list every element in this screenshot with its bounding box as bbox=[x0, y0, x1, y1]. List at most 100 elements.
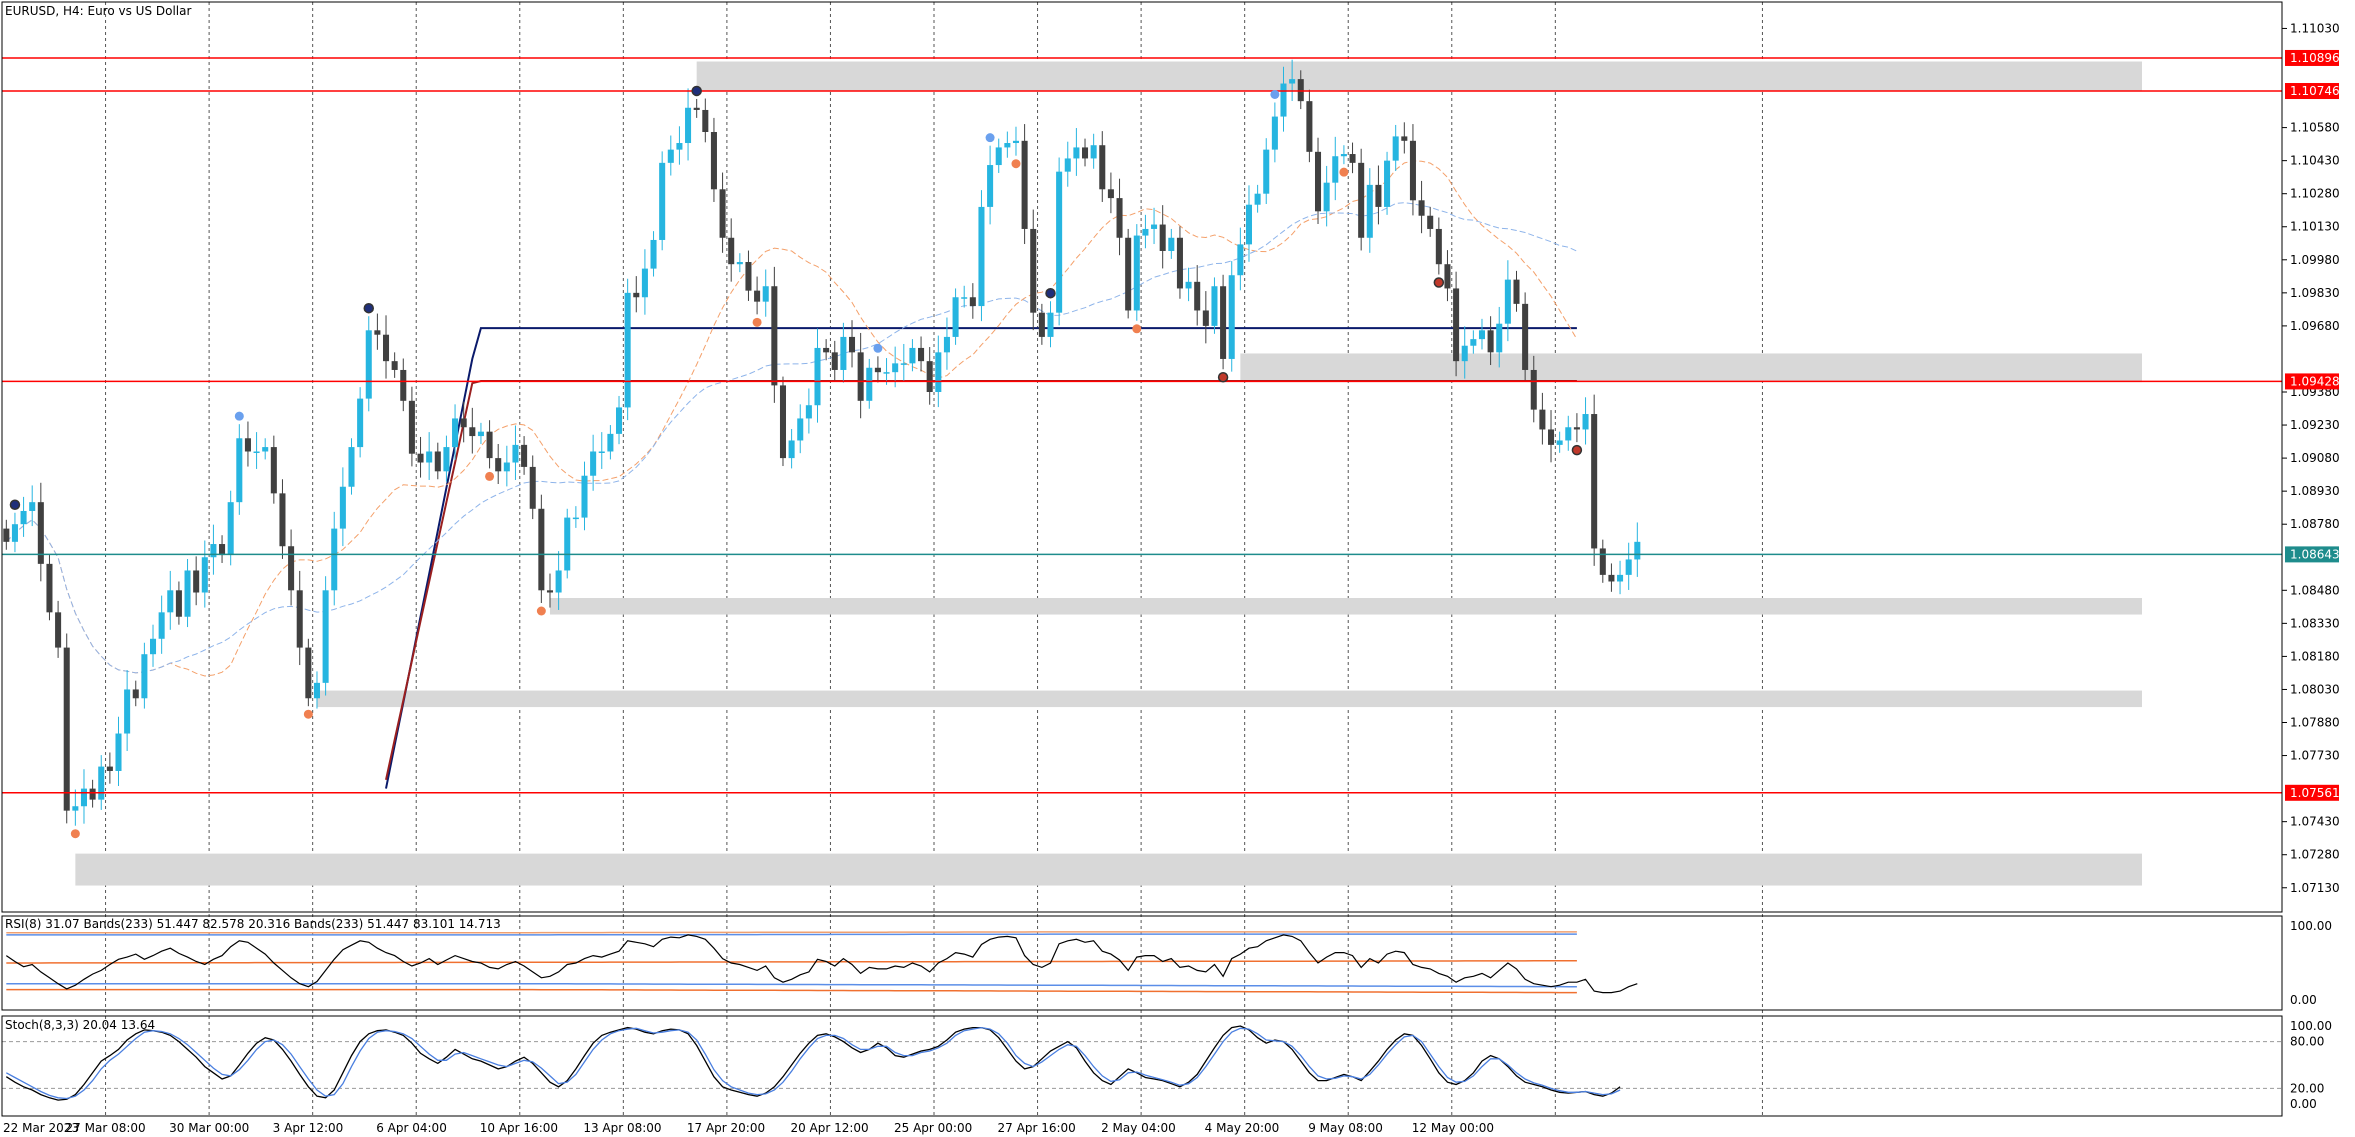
candle-body[interactable] bbox=[676, 143, 683, 150]
candle-body[interactable] bbox=[391, 361, 398, 370]
candle-body[interactable] bbox=[1314, 151, 1322, 212]
candle-body[interactable] bbox=[710, 132, 717, 190]
candle-body[interactable] bbox=[1211, 286, 1218, 326]
candle-body[interactable] bbox=[279, 493, 286, 547]
candle-body[interactable] bbox=[538, 508, 545, 591]
candle-body[interactable] bbox=[72, 806, 79, 811]
candle-body[interactable] bbox=[1004, 143, 1011, 148]
candle-body[interactable] bbox=[702, 109, 709, 132]
candle-body[interactable] bbox=[253, 451, 260, 453]
candle-body[interactable] bbox=[434, 451, 441, 472]
candle-body[interactable] bbox=[1030, 228, 1037, 313]
candle-body[interactable] bbox=[1099, 145, 1106, 190]
candle-body[interactable] bbox=[788, 440, 795, 459]
candle-body[interactable] bbox=[1573, 427, 1580, 430]
candle-body[interactable] bbox=[89, 788, 96, 800]
candle-body[interactable] bbox=[460, 418, 467, 428]
candle-body[interactable] bbox=[1228, 275, 1235, 359]
candle-body[interactable] bbox=[132, 689, 139, 699]
candle-body[interactable] bbox=[598, 451, 605, 453]
candle-body[interactable] bbox=[1444, 264, 1451, 289]
candle-body[interactable] bbox=[227, 502, 234, 556]
candle-body[interactable] bbox=[607, 433, 614, 452]
candle-body[interactable] bbox=[331, 528, 338, 591]
candle-body[interactable] bbox=[357, 398, 364, 448]
candle-body[interactable] bbox=[80, 788, 88, 807]
candle-body[interactable] bbox=[288, 546, 295, 591]
candle-body[interactable] bbox=[37, 502, 44, 564]
candle-body[interactable] bbox=[1280, 83, 1287, 117]
candle-body[interactable] bbox=[512, 444, 519, 463]
candle-body[interactable] bbox=[814, 347, 821, 406]
candle-body[interactable] bbox=[443, 447, 450, 472]
candle-body[interactable] bbox=[193, 570, 200, 593]
candle-body[interactable] bbox=[184, 570, 191, 617]
candle-body[interactable] bbox=[115, 733, 122, 771]
candle-body[interactable] bbox=[149, 638, 157, 655]
candle-body[interactable] bbox=[236, 438, 243, 503]
candle-body[interactable] bbox=[1176, 237, 1183, 289]
candle-body[interactable] bbox=[1556, 440, 1563, 445]
candle-body[interactable] bbox=[503, 462, 510, 472]
candle-body[interactable] bbox=[564, 517, 571, 571]
candle-body[interactable] bbox=[900, 363, 907, 365]
candle-body[interactable] bbox=[417, 453, 424, 463]
candle-body[interactable] bbox=[918, 347, 925, 362]
candle-body[interactable] bbox=[1271, 116, 1278, 150]
candle-body[interactable] bbox=[46, 563, 53, 613]
candle-body[interactable] bbox=[926, 361, 933, 392]
candle-body[interactable] bbox=[1349, 154, 1356, 163]
candle-body[interactable] bbox=[1151, 224, 1158, 229]
candle-body[interactable] bbox=[1116, 198, 1123, 238]
candle-body[interactable] bbox=[1504, 279, 1511, 324]
candle-body[interactable] bbox=[987, 165, 994, 207]
candle-body[interactable] bbox=[1435, 228, 1442, 265]
candle-body[interactable] bbox=[1012, 140, 1020, 144]
candle-body[interactable] bbox=[400, 369, 407, 401]
candle-body[interactable] bbox=[1168, 237, 1175, 251]
candle-body[interactable] bbox=[1107, 189, 1114, 199]
candle-body[interactable] bbox=[219, 544, 226, 556]
candle-body[interactable] bbox=[29, 502, 36, 511]
candle-body[interactable] bbox=[1634, 541, 1641, 560]
candle-body[interactable] bbox=[762, 286, 769, 302]
candlesticks[interactable] bbox=[3, 59, 1641, 826]
candle-body[interactable] bbox=[1625, 559, 1632, 575]
candle-body[interactable] bbox=[270, 447, 277, 494]
candle-body[interactable] bbox=[1565, 427, 1572, 441]
candle-body[interactable] bbox=[848, 336, 856, 353]
candle-body[interactable] bbox=[1539, 409, 1546, 430]
candle-body[interactable] bbox=[1496, 323, 1503, 353]
candle-body[interactable] bbox=[866, 367, 873, 401]
candle-body[interactable] bbox=[1513, 279, 1520, 304]
candle-body[interactable] bbox=[1530, 369, 1537, 410]
candle-body[interactable] bbox=[175, 590, 182, 617]
candle-body[interactable] bbox=[659, 162, 666, 240]
candle-body[interactable] bbox=[693, 107, 700, 110]
candle-body[interactable] bbox=[1254, 193, 1261, 205]
candle-body[interactable] bbox=[909, 347, 916, 364]
candle-body[interactable] bbox=[728, 237, 735, 265]
candle-body[interactable] bbox=[529, 466, 536, 509]
candle-body[interactable] bbox=[624, 292, 631, 408]
candle-body[interactable] bbox=[771, 286, 778, 386]
candle-body[interactable] bbox=[1487, 330, 1494, 353]
candle-body[interactable] bbox=[969, 297, 976, 307]
candle-body[interactable] bbox=[1358, 162, 1365, 238]
candle-body[interactable] bbox=[11, 524, 18, 542]
candle-body[interactable] bbox=[262, 447, 269, 452]
candle-body[interactable] bbox=[685, 107, 692, 144]
candle-body[interactable] bbox=[382, 334, 390, 362]
candle-body[interactable] bbox=[1263, 149, 1270, 194]
candle-body[interactable] bbox=[63, 647, 70, 811]
candle-body[interactable] bbox=[641, 268, 648, 298]
candle-body[interactable] bbox=[167, 590, 174, 613]
candle-body[interactable] bbox=[1038, 312, 1045, 337]
candle-body[interactable] bbox=[98, 766, 105, 800]
candle-body[interactable] bbox=[106, 766, 113, 771]
candle-body[interactable] bbox=[1159, 224, 1166, 251]
candle-body[interactable] bbox=[590, 451, 597, 476]
candle-body[interactable] bbox=[1125, 237, 1132, 311]
candle-body[interactable] bbox=[1021, 140, 1028, 229]
candle-body[interactable] bbox=[650, 239, 657, 269]
